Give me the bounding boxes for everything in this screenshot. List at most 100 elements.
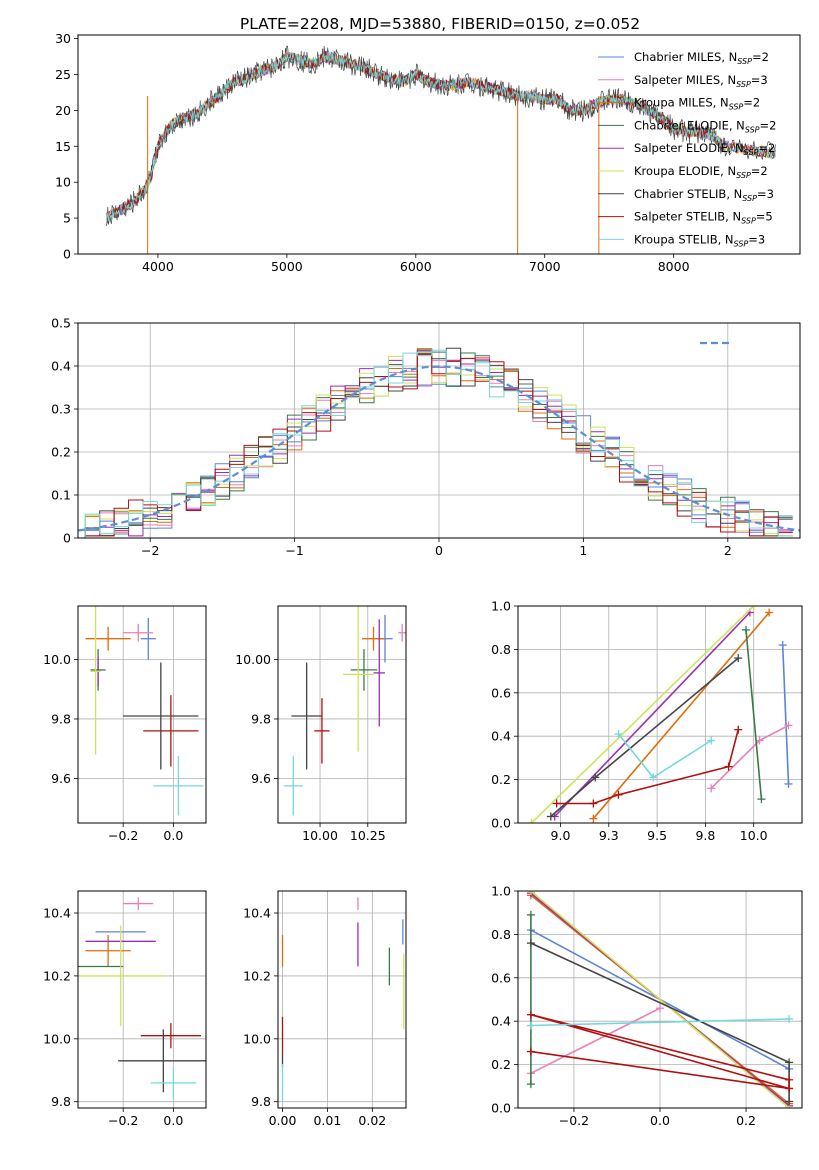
legend-nssp-value: =5	[756, 210, 773, 224]
legend-model: Kroupa MILES	[634, 96, 713, 110]
legend-nssp-sub: SSP	[734, 239, 749, 248]
age-vs-mass-frame	[277, 605, 407, 824]
legend-nssp-prefix: , N	[713, 96, 729, 110]
legend-model: Kroupa STELIB	[634, 232, 718, 246]
legend-nssp-sub: SSP	[736, 171, 751, 180]
massweight-series	[710, 724, 789, 789]
legend-model: Chabrier ELODIE	[634, 118, 729, 132]
y-tick-label: 10.0	[243, 1031, 271, 1046]
y-tick-label: 0.6	[491, 685, 511, 700]
x-tick-label: 2	[724, 543, 732, 558]
legend-nssp-sub: SSP	[741, 217, 756, 226]
x-tick-label: −0.2	[108, 1113, 138, 1128]
y-tick-label: 10.0	[43, 652, 71, 667]
massweight-vs-metallicity-plot-area	[526, 891, 794, 1108]
legend-nssp-value: =2	[760, 118, 777, 132]
legend-nssp-prefix: , N	[718, 232, 734, 246]
x-tick-label: −1	[285, 543, 303, 558]
y-tick-label: 10.4	[243, 906, 271, 921]
mass-vs-ebv-panel: 0.00 0.01 0.02 9.8 10.0 10.2 10.4	[243, 890, 407, 1128]
legend-nssp-prefix: , N	[720, 164, 736, 178]
massweight-series	[745, 629, 763, 800]
y-tick-label: 15	[55, 139, 71, 154]
massweight-vs-age-plot-area	[527, 606, 793, 823]
mass-vs-metallicity-panel: −0.2 0.0 9.8 10.0 10.2 10.4	[43, 890, 207, 1128]
x-tick-label: 4000	[142, 259, 174, 274]
x-tick-label: 0.01	[313, 1113, 341, 1128]
legend-nssp-sub: SSP	[737, 57, 752, 66]
legend-entry: Chabrier ELODIE, NSSP=2	[634, 118, 776, 134]
legend-nssp-sub: SSP	[736, 80, 751, 89]
y-tick-label: 10	[55, 175, 71, 190]
y-tick-label: 0.4	[491, 729, 511, 744]
age-vs-metallicity-plot-area	[85, 606, 204, 816]
x-tick-label: 0.0	[163, 828, 183, 843]
x-tick-label: 0.02	[358, 1113, 386, 1128]
x-tick-label: 7000	[529, 259, 561, 274]
massweight-series	[554, 611, 751, 818]
y-tick-label: 0	[63, 247, 71, 262]
legend-model: Chabrier STELIB	[634, 187, 726, 201]
legend-nssp-prefix: , N	[729, 118, 745, 132]
legend-entry: Chabrier STELIB, NSSP=3	[634, 187, 774, 203]
legend-model: Kroupa ELODIE	[634, 164, 720, 178]
legend-nssp-prefix: , N	[728, 141, 744, 155]
x-tick-label: 9.5	[647, 828, 667, 843]
y-tick-label: 30	[55, 31, 71, 46]
x-tick-label: 5000	[271, 259, 303, 274]
residuals-plot-area	[78, 347, 800, 538]
spectrum-legend: Chabrier MILES, NSSP=2 Salpeter MILES, NS…	[598, 50, 776, 248]
legend-entry: Salpeter STELIB, NSSP=5	[634, 210, 773, 226]
x-tick-label: 10.00	[302, 828, 338, 843]
y-tick-label: 0	[63, 531, 71, 546]
legend-model: Salpeter STELIB	[634, 210, 725, 224]
legend-nssp-value: =3	[751, 73, 768, 87]
x-tick-label: 0.2	[736, 1113, 756, 1128]
legend-nssp-sub: SSP	[729, 103, 744, 112]
x-tick-label: 0.0	[163, 1113, 183, 1128]
y-tick-label: 9.8	[251, 711, 271, 726]
x-tick-label: 9.3	[599, 828, 619, 843]
histogram-series	[84, 354, 793, 538]
mass-vs-ebv-plot-area	[281, 897, 405, 1102]
age-vs-mass-panel: 10.00 10.25 9.6 9.8 10.00	[235, 605, 407, 843]
y-tick-label: 0.0	[491, 1101, 511, 1116]
x-tick-label: 0.00	[269, 1113, 297, 1128]
mass-vs-ebv-frame	[277, 890, 407, 1109]
massweight-series	[550, 657, 739, 818]
legend-entry: Salpeter MILES, NSSP=3	[634, 73, 768, 89]
figure-title: PLATE=2208, MJD=53880, FIBERID=0150, z=0…	[240, 15, 640, 33]
y-tick-label: 0.4	[51, 359, 71, 374]
x-tick-label: 10.25	[350, 828, 386, 843]
legend-nssp-value: =2	[751, 164, 768, 178]
y-tick-label: 9.8	[251, 1094, 271, 1109]
legend-nssp-value: =2	[758, 141, 775, 155]
y-tick-label: 0.2	[51, 445, 71, 460]
y-tick-label: 10.4	[43, 906, 71, 921]
y-tick-label: 9.8	[51, 1094, 71, 1109]
legend-nssp-value: =3	[748, 232, 765, 246]
spectrum-line-series	[106, 51, 776, 224]
x-tick-label: −0.2	[108, 828, 138, 843]
spectrum-plot-area	[106, 45, 776, 254]
mass-vs-metallicity-plot-area	[78, 897, 206, 1099]
legend-nssp-sub: SSP	[745, 125, 760, 134]
massweight-vs-age-frame	[517, 605, 803, 824]
x-tick-label: 9.0	[551, 828, 571, 843]
mass-vs-metallicity-frame	[77, 890, 207, 1109]
x-tick-label: −0.2	[559, 1113, 589, 1128]
x-tick-label: 0	[435, 543, 443, 558]
x-tick-label: 10.0	[740, 828, 768, 843]
legend-nssp-sub: SSP	[744, 148, 759, 157]
x-tick-label: 9.8	[695, 828, 715, 843]
massweight-vs-age-panel: 9.0 9.3 9.5 9.8 10.0 0.0 0.2 0.4 0.6 0.8 1.0	[491, 599, 803, 843]
age-vs-metallicity-panel: −0.2 0.0 9.6 9.8 10.0	[43, 605, 207, 843]
legend-entry: Kroupa ELODIE, NSSP=2	[634, 164, 768, 180]
y-tick-label: 0.6	[491, 970, 511, 985]
y-tick-label: 1.0	[491, 884, 511, 899]
y-tick-label: 0.2	[491, 772, 511, 787]
histogram-series	[84, 349, 793, 538]
legend-entry: Chabrier MILES, NSSP=2	[634, 50, 769, 66]
y-tick-label: 0.5	[51, 316, 71, 331]
massweight-vs-metallicity-panel: −0.2 0.0 0.2 0.0 0.2 0.4 0.6 0.8 1.0	[491, 884, 803, 1128]
